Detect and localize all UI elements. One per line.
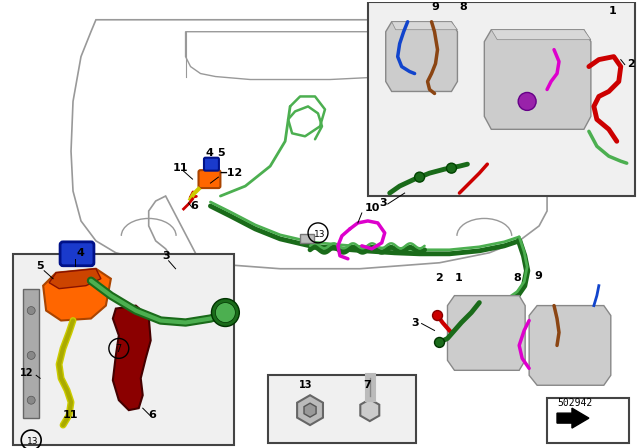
Polygon shape [492,30,591,40]
Text: 10: 10 [365,203,380,213]
Text: 8: 8 [513,273,521,283]
Polygon shape [529,306,611,385]
Text: 11: 11 [63,410,79,420]
Text: 1: 1 [454,273,462,283]
Bar [300,234,314,243]
Text: 3: 3 [380,198,387,208]
Text: 3: 3 [412,318,419,327]
Polygon shape [557,408,589,428]
Circle shape [28,306,35,314]
Polygon shape [392,22,458,30]
Polygon shape [43,269,111,320]
Polygon shape [49,269,101,289]
Text: 12: 12 [20,368,34,378]
Text: 7: 7 [363,380,371,390]
Bar [23,289,39,418]
Circle shape [447,163,456,173]
Text: 3: 3 [163,251,170,261]
Polygon shape [484,30,591,129]
Bar [368,2,635,196]
Text: 6: 6 [148,410,157,420]
Text: 9: 9 [534,271,542,281]
Circle shape [211,299,239,327]
Text: 13: 13 [299,380,312,390]
Polygon shape [447,296,525,370]
Circle shape [415,172,424,182]
Text: 13: 13 [314,230,326,239]
Text: 9: 9 [431,2,440,12]
Bar [268,375,415,443]
Circle shape [28,396,35,404]
Bar [13,254,234,445]
Polygon shape [113,306,150,410]
Circle shape [518,92,536,110]
Text: 2: 2 [627,59,634,69]
Text: 7: 7 [115,345,121,354]
Text: 4: 4 [76,248,84,258]
Bar [547,398,628,443]
FancyBboxPatch shape [198,170,220,188]
Text: 13: 13 [28,437,38,446]
Text: 5: 5 [218,148,225,158]
FancyBboxPatch shape [60,242,94,266]
Circle shape [216,302,236,323]
Circle shape [433,310,442,320]
Polygon shape [386,22,458,91]
Circle shape [435,337,445,347]
Text: 8: 8 [460,2,467,12]
Text: 2: 2 [436,273,444,283]
Text: 5: 5 [36,261,44,271]
Text: 11: 11 [173,163,188,173]
FancyBboxPatch shape [204,158,219,171]
Text: 1: 1 [609,6,616,16]
Text: 6: 6 [191,201,198,211]
Text: ‒12: ‒12 [220,168,243,178]
Circle shape [28,351,35,359]
Text: 4: 4 [205,148,213,158]
Text: 502942: 502942 [557,398,592,408]
